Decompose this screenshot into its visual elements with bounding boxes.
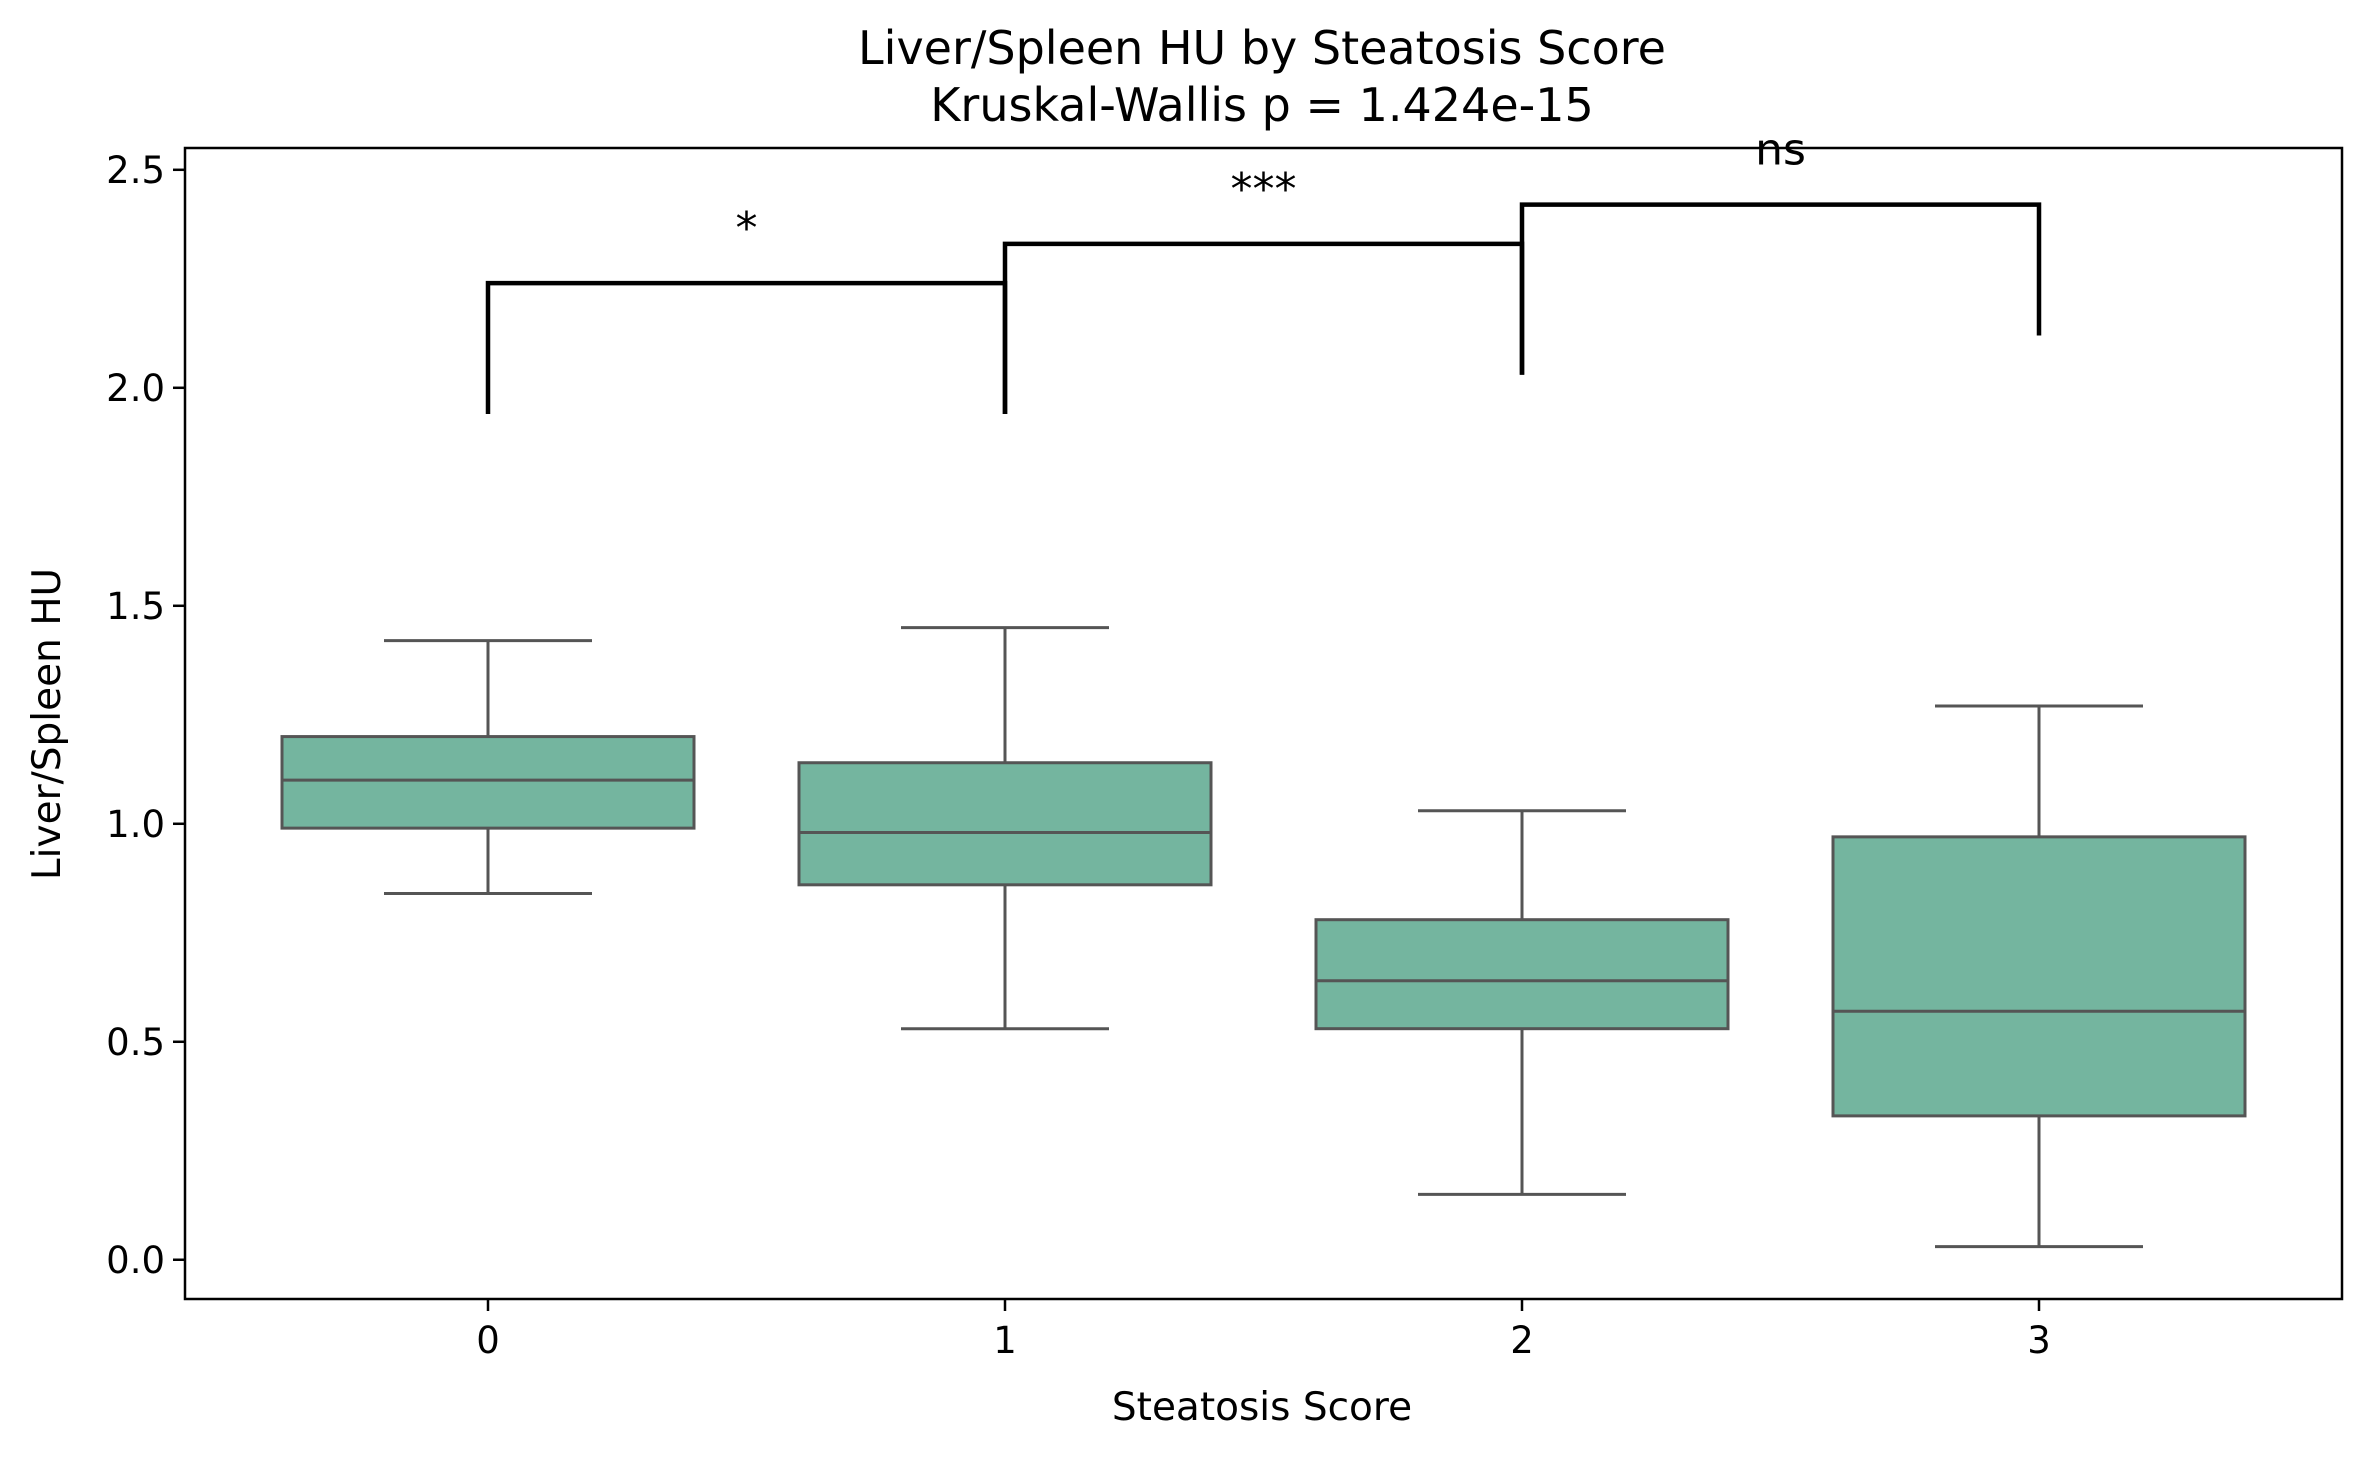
box-group-1	[797, 626, 1213, 1031]
y-tick-label: 1.5	[106, 585, 165, 628]
y-tick-label: 0.5	[106, 1021, 165, 1064]
box-group-0	[280, 639, 696, 896]
bracket-line	[1002, 241, 1525, 414]
significance-label: *	[736, 203, 758, 254]
x-axis-label: Steatosis Score	[1112, 1385, 1412, 1430]
y-tick-label: 2.5	[106, 149, 165, 192]
bracket-line	[485, 280, 1008, 414]
significance-bracket-3: ns	[1519, 125, 2042, 375]
bracket-line	[1519, 202, 2042, 375]
axes-group: 0.0 0.5 1.0 1.5 2.0 2.5 0 1 2 3	[106, 149, 2051, 1362]
y-tick-label: 2.0	[106, 367, 165, 410]
x-tick-label: 3	[2027, 1319, 2051, 1362]
y-tick-label: 0.0	[106, 1239, 165, 1282]
chart-subtitle: Kruskal-Wallis p = 1.424e-15	[930, 78, 1594, 132]
plot-frame	[183, 146, 2344, 1301]
y-tick-label: 1.0	[106, 803, 165, 846]
x-tick-label: 0	[476, 1319, 500, 1362]
significance-bracket-1: *	[485, 203, 1008, 414]
box-iqr	[1314, 918, 1730, 1031]
plot-marks: ****ns	[280, 125, 2247, 1249]
chart-title: Liver/Spleen HU by Steatosis Score	[858, 21, 1666, 75]
box-iqr	[280, 735, 696, 830]
y-axis-label: Liver/Spleen HU	[25, 568, 70, 880]
box-group-2	[1314, 809, 1730, 1196]
box-iqr	[1831, 835, 2247, 1118]
x-tick-label: 1	[993, 1319, 1017, 1362]
significance-bracket-2: ***	[1002, 164, 1525, 414]
box-iqr	[797, 761, 1213, 887]
box-group-3	[1831, 704, 2247, 1249]
significance-label: ***	[1231, 164, 1297, 215]
x-tick-label: 2	[1510, 1319, 1534, 1362]
significance-label: ns	[1755, 125, 1806, 176]
